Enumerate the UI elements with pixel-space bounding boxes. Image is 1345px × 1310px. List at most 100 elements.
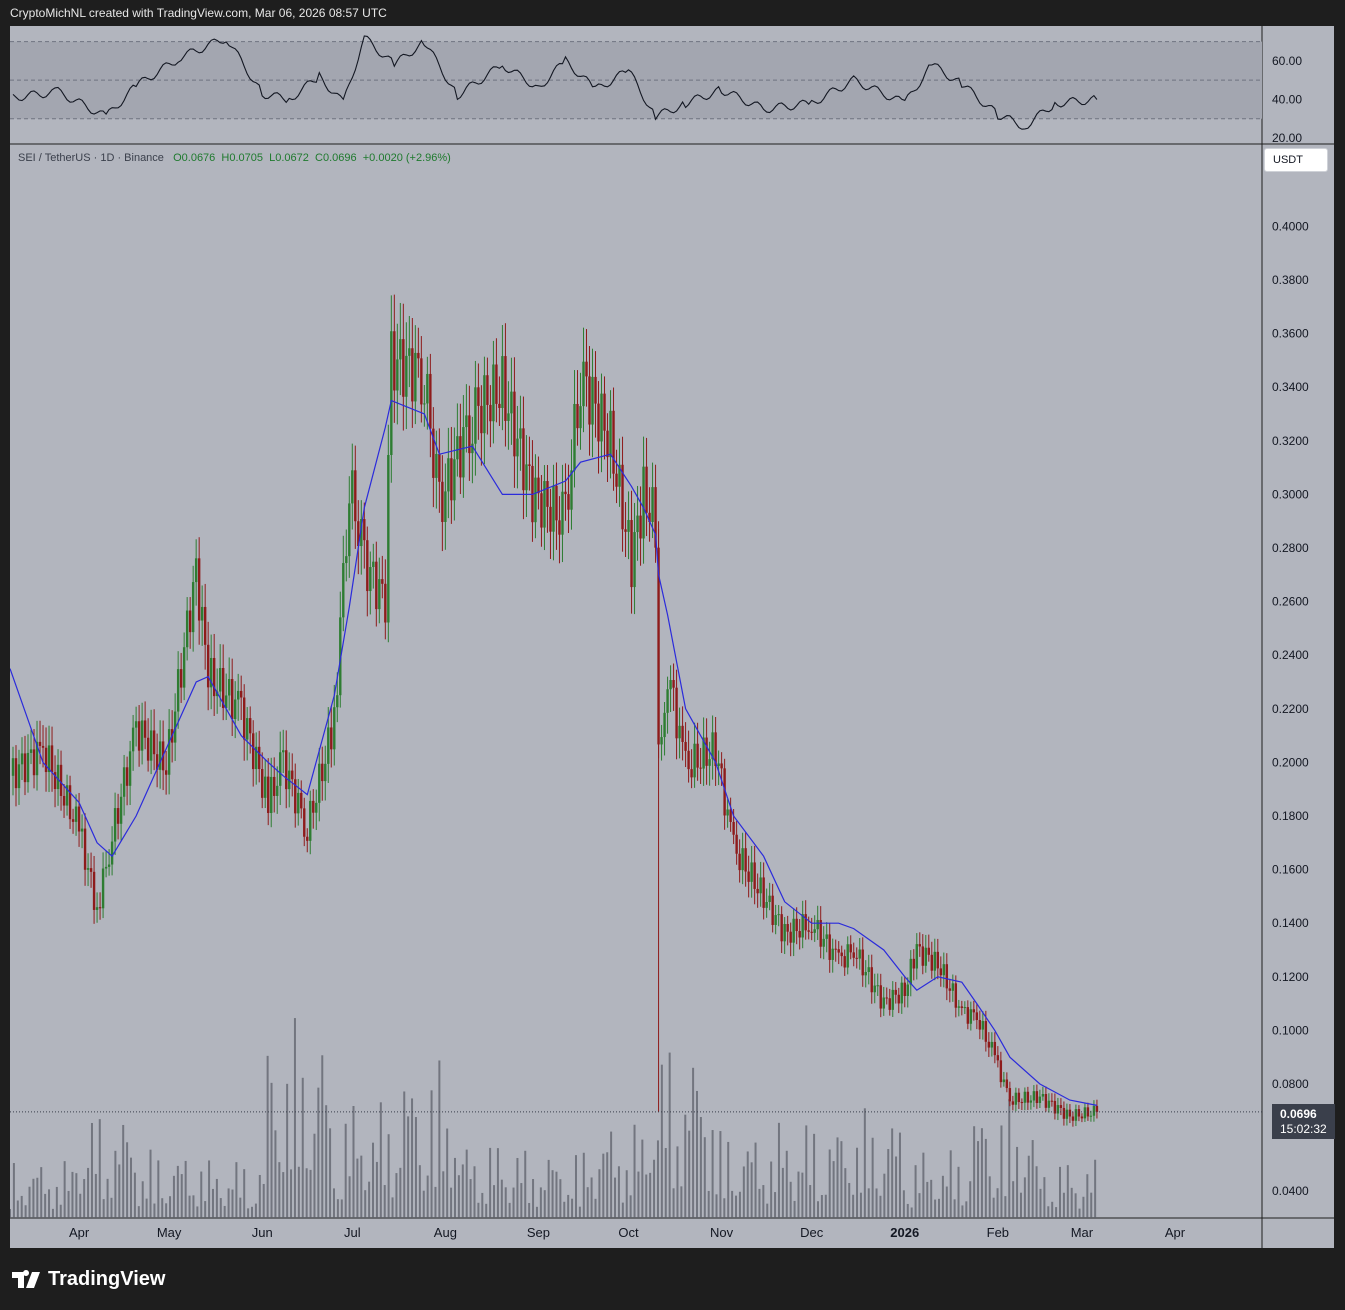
volume-bar: [12, 1163, 15, 1218]
volume-bar: [348, 1176, 351, 1218]
volume-bar: [528, 1202, 531, 1218]
volume-bar: [543, 1190, 546, 1218]
candle-body: [369, 567, 372, 592]
volume-bar: [777, 1122, 780, 1218]
volume-bar: [48, 1189, 51, 1218]
candle-body: [239, 690, 243, 698]
candle-body: [1089, 1115, 1093, 1117]
candle-body: [984, 1021, 988, 1042]
candle-body: [636, 515, 639, 533]
volume-bar: [656, 1140, 659, 1218]
candle-body: [732, 821, 735, 835]
volume-bar: [621, 1202, 624, 1218]
candle-body: [396, 359, 399, 391]
candle-body: [333, 707, 336, 750]
candle-body: [74, 806, 78, 822]
candle-body: [684, 741, 687, 751]
volume-bar: [254, 1203, 257, 1218]
candle-body: [357, 521, 360, 547]
candle-body: [675, 687, 678, 739]
candle-body: [318, 763, 321, 803]
candle-body: [873, 985, 876, 993]
volume-bar: [137, 1206, 140, 1218]
candle-body: [158, 741, 162, 770]
candle-body: [1038, 1096, 1042, 1104]
chart-canvas[interactable]: 20.00 40.00 60.00 0.0400 0.0800 0.1000 0.1200 0…: [10, 26, 1334, 1248]
volume-bar: [391, 1197, 394, 1218]
volume-bar: [937, 1198, 940, 1218]
volume-bar: [957, 1166, 960, 1218]
volume-bar: [902, 1190, 905, 1218]
volume-bar: [211, 1188, 214, 1218]
candle-body: [59, 764, 63, 796]
candle-body: [522, 428, 525, 491]
price-tick-label: 0.1800: [1272, 809, 1309, 823]
candle-body: [1068, 1109, 1072, 1117]
time-tick-label: Apr: [1165, 1225, 1186, 1240]
candle-body: [336, 695, 339, 708]
volume-bar: [368, 1181, 371, 1218]
candle-body: [957, 1006, 961, 1008]
volume-bar: [809, 1185, 812, 1218]
volume-bar: [477, 1202, 480, 1218]
candle-body: [726, 809, 729, 816]
candle-body: [224, 695, 228, 709]
candle-body: [558, 520, 561, 535]
volume-bar: [184, 1160, 187, 1218]
candle-body: [999, 1060, 1003, 1083]
volume-bar: [934, 1199, 937, 1218]
candle-body: [432, 428, 435, 478]
candle-body: [1083, 1107, 1087, 1119]
candle-body: [188, 610, 192, 633]
volume-bar: [852, 1194, 855, 1218]
candle-body: [1071, 1116, 1075, 1121]
candle-body: [630, 520, 633, 588]
candle-body: [366, 540, 369, 592]
volume-bar: [438, 1060, 441, 1218]
volume-bar: [496, 1148, 499, 1218]
volume-bar: [1008, 1099, 1011, 1218]
candle-body: [236, 690, 240, 700]
candle-body: [663, 712, 666, 738]
candle-body: [1029, 1100, 1033, 1103]
candle-body: [122, 767, 126, 797]
candle-body: [29, 749, 33, 753]
legend-close: C0.0696: [315, 152, 357, 164]
volume-bar: [176, 1165, 179, 1218]
candle-body: [885, 997, 888, 999]
volume-bar: [820, 1195, 823, 1218]
candle-body: [648, 512, 651, 522]
volume-bar: [231, 1189, 234, 1218]
candle-body: [489, 404, 492, 422]
candle-body: [89, 868, 93, 872]
candle-body: [155, 754, 159, 770]
volume-bar: [574, 1155, 577, 1218]
volume-bar: [442, 1171, 445, 1218]
volume-bar: [305, 1168, 308, 1218]
candle-body: [852, 952, 855, 958]
volume-bar: [898, 1132, 901, 1218]
volume-bar: [411, 1098, 414, 1218]
candle-body: [774, 915, 777, 925]
volume-bar: [434, 1186, 437, 1218]
candle-body: [101, 868, 105, 909]
chart-area[interactable]: 20.00 40.00 60.00 0.0400 0.0800 0.1000 0.1200 0…: [10, 26, 1335, 1248]
candle-body: [954, 983, 958, 1008]
candle-body: [762, 877, 765, 908]
volume-bar: [520, 1183, 523, 1218]
candle-body: [252, 733, 255, 770]
quote-currency-button[interactable]: USDT: [1264, 148, 1328, 172]
volume-bar: [590, 1177, 593, 1218]
volume-bar: [844, 1168, 847, 1218]
candle-body: [246, 718, 249, 740]
tradingview-logo[interactable]: TradingView: [12, 1268, 165, 1291]
volume-bar: [895, 1156, 898, 1218]
volume-bar: [1078, 1208, 1081, 1218]
candle-body: [996, 1055, 1000, 1061]
candle-body: [116, 808, 120, 824]
volume-bar: [723, 1198, 726, 1218]
volume-bar: [731, 1190, 734, 1218]
candle-body: [1026, 1091, 1030, 1103]
candle-body: [125, 767, 129, 786]
candle-body: [681, 725, 684, 742]
